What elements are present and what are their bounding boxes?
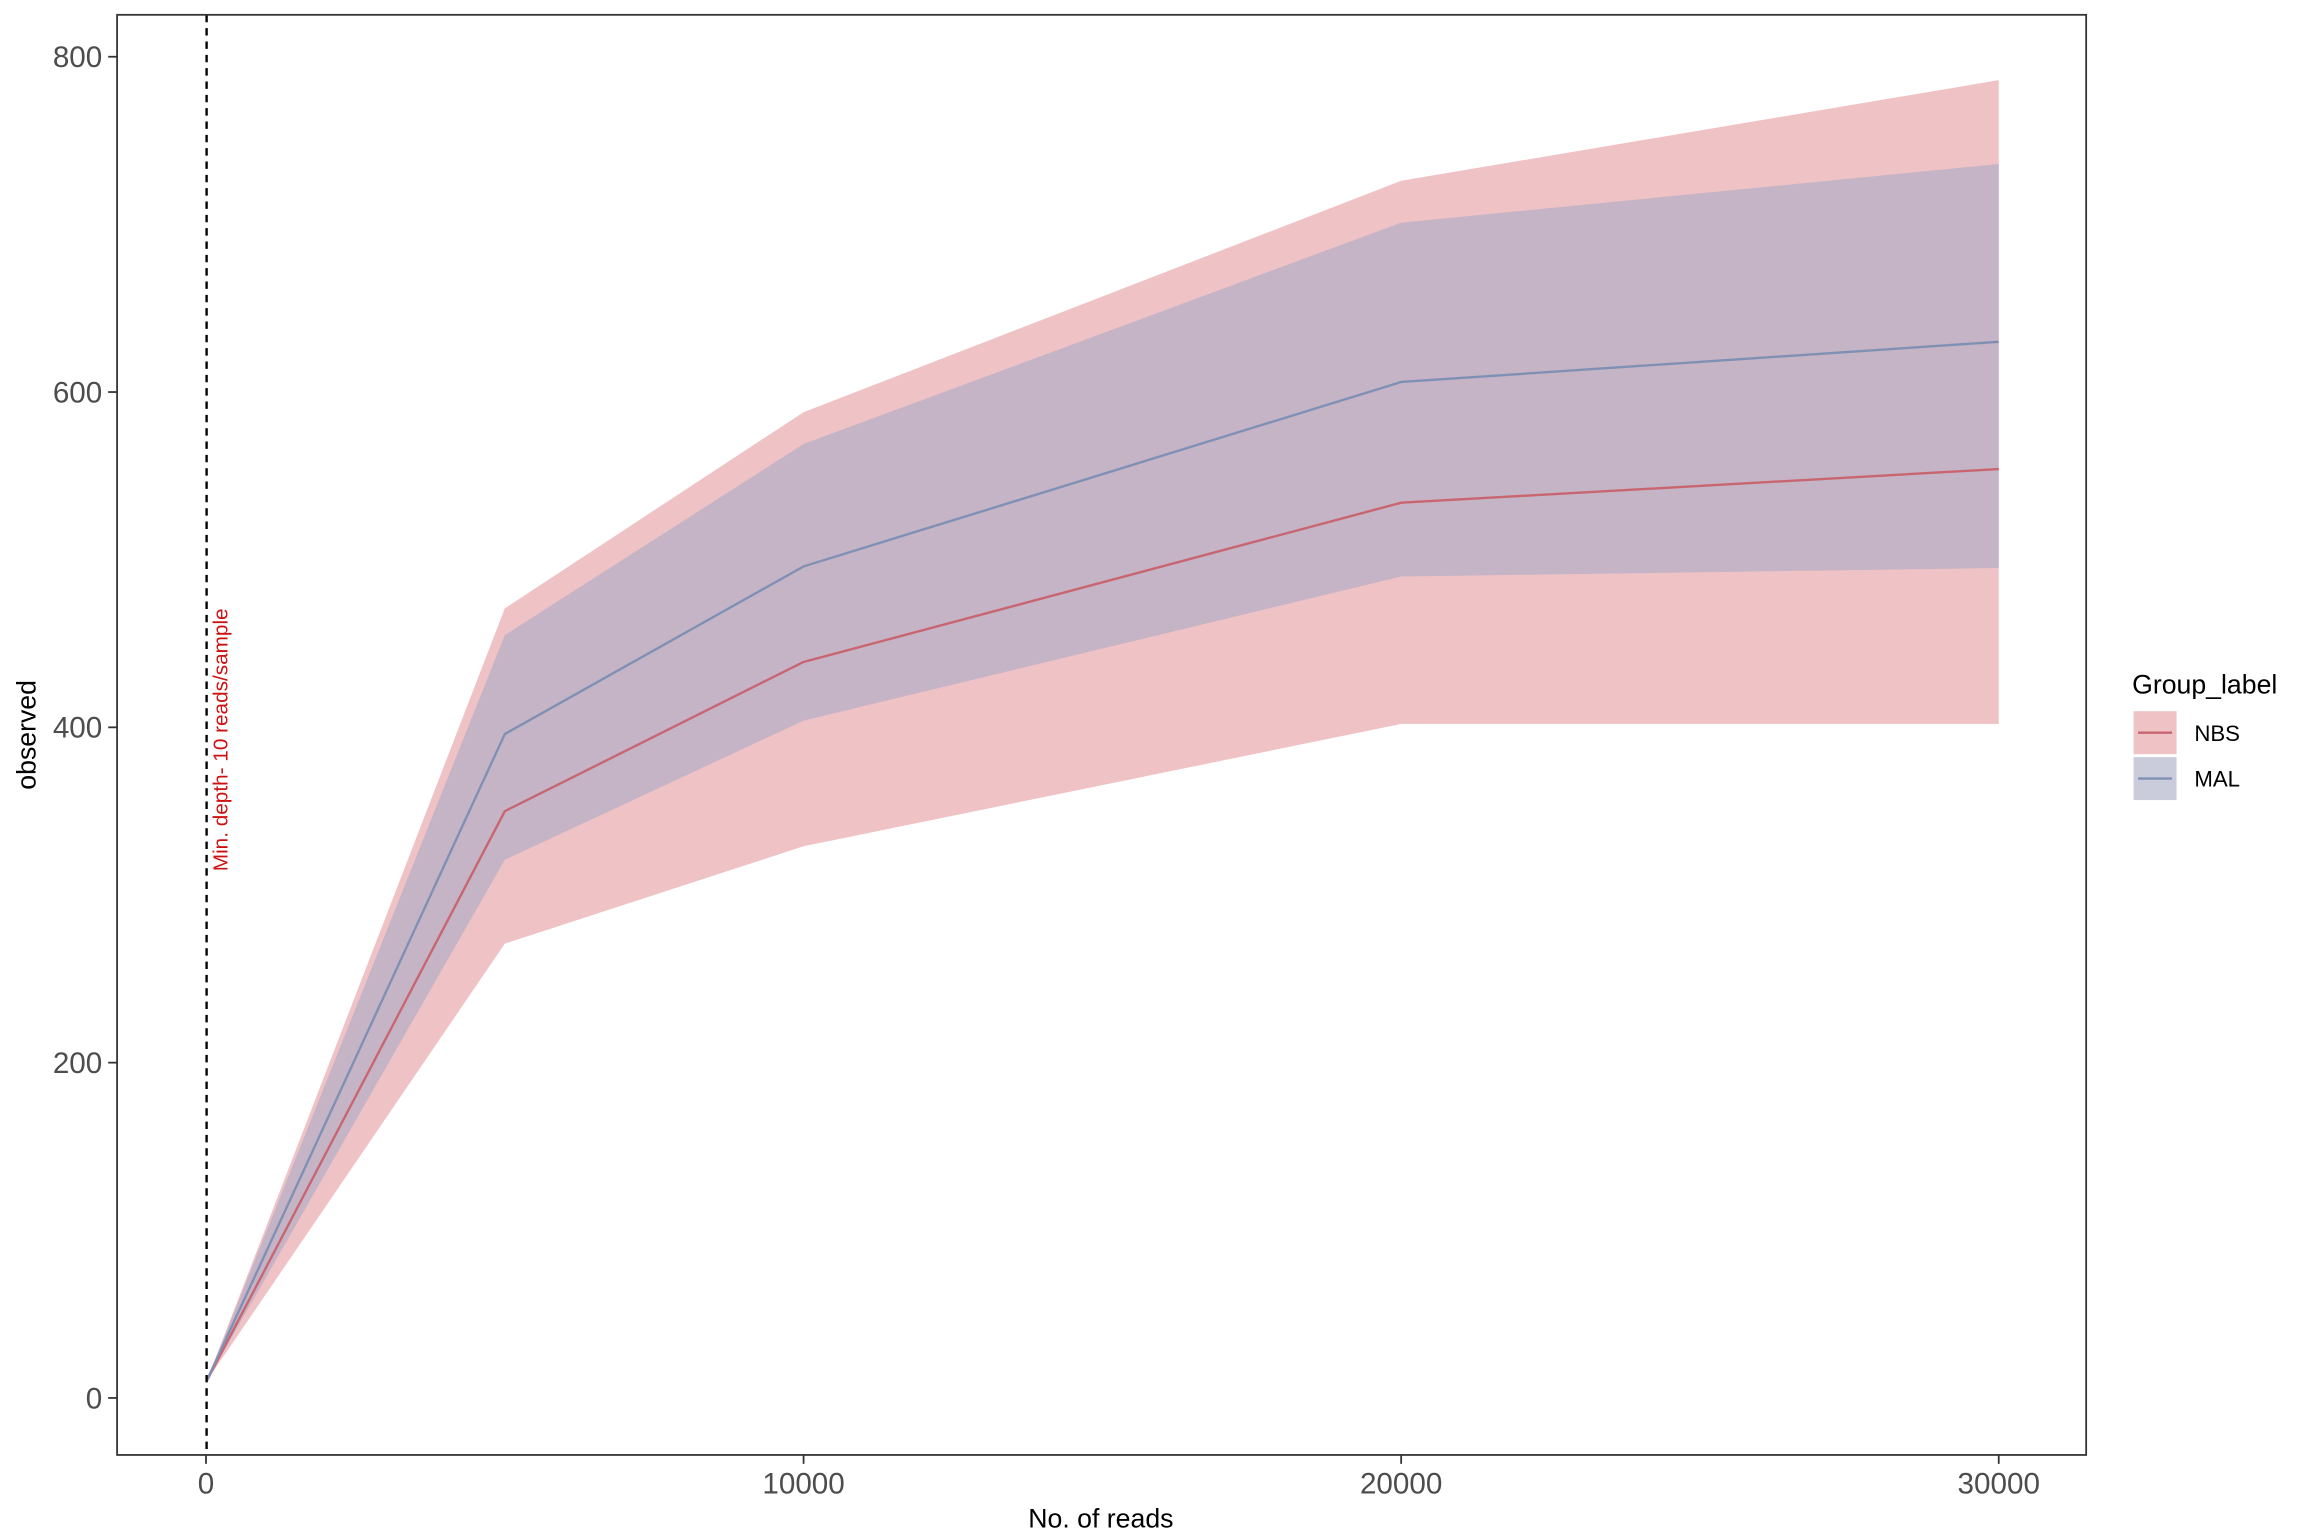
legend-title: Group_label xyxy=(2132,669,2277,699)
ribbon xyxy=(206,164,1999,1382)
x-tick-label: 0 xyxy=(198,1467,214,1500)
annotation: Min. depth- 10 reads/sample xyxy=(209,608,232,871)
y-tick-label: 0 xyxy=(86,1382,102,1415)
x-axis-title: No. of reads xyxy=(1028,1504,1173,1534)
y-tick-label: 800 xyxy=(53,41,102,74)
panel-border xyxy=(116,13,2088,1456)
y-tick-label: 200 xyxy=(53,1047,102,1080)
y-tick-label: 600 xyxy=(53,376,102,409)
y-tick-label: 400 xyxy=(53,712,102,745)
x-tick-label: 30000 xyxy=(1958,1467,2040,1500)
x-tick-label: 20000 xyxy=(1360,1467,1442,1500)
x-tick-label: 10000 xyxy=(762,1467,844,1500)
y-axis-title: observed xyxy=(12,680,42,790)
series-line xyxy=(205,467,1999,1382)
legend-label: MAL xyxy=(2194,767,2240,792)
legend-label: NBS xyxy=(2194,721,2240,746)
series-line xyxy=(205,340,1999,1382)
